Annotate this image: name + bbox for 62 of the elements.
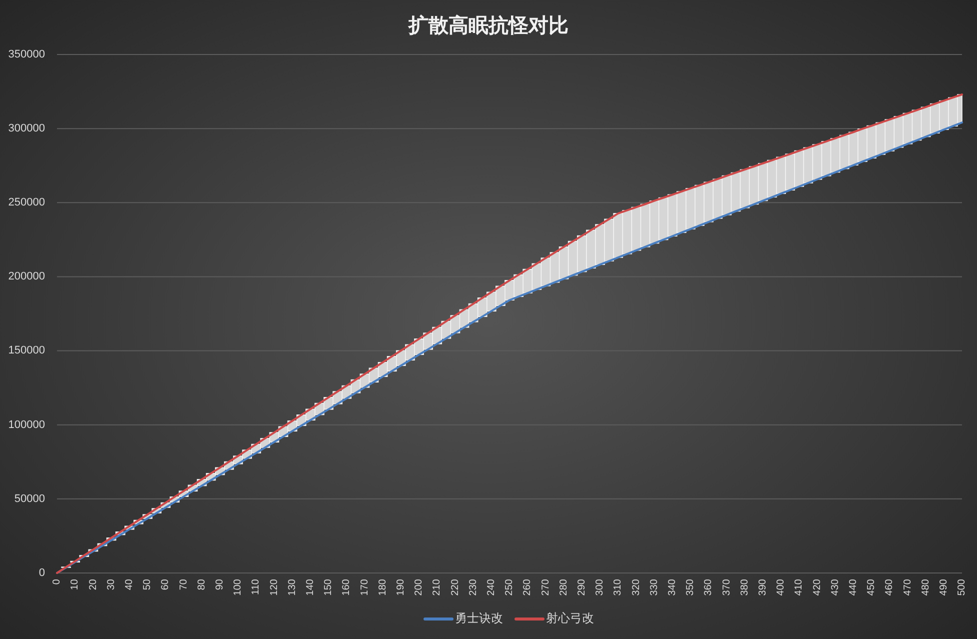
x-tick-label: 380 xyxy=(739,578,750,596)
x-tick-label: 440 xyxy=(848,578,860,596)
y-tick-label: 300000 xyxy=(8,122,45,134)
x-tick-label: 210 xyxy=(432,578,443,596)
x-tick-label: 450 xyxy=(866,578,878,596)
x-tick-label: 30 xyxy=(106,578,117,590)
legend-label: 勇士诀改 xyxy=(455,611,503,626)
x-tick-label: 160 xyxy=(341,578,352,596)
x-tick-label: 40 xyxy=(124,578,136,590)
x-tick-label: 340 xyxy=(667,578,678,596)
x-tick-label: 0 xyxy=(52,578,63,585)
x-tick-label: 410 xyxy=(794,578,805,596)
x-tick-label: 490 xyxy=(938,578,950,596)
x-tick-label: 420 xyxy=(812,578,823,596)
x-tick-label: 10 xyxy=(70,578,81,590)
legend-label: 射心弓改 xyxy=(546,611,594,626)
y-tick-label: 150000 xyxy=(8,344,45,357)
x-tick-label: 220 xyxy=(450,578,461,596)
x-tick-label: 270 xyxy=(540,578,552,596)
x-tick-label: 190 xyxy=(396,578,407,596)
x-tick-label: 350 xyxy=(685,578,696,596)
x-tick-label: 310 xyxy=(612,578,624,596)
x-tick-label: 60 xyxy=(160,578,172,590)
x-tick-label: 500 xyxy=(956,578,968,596)
x-tick-label: 280 xyxy=(558,578,570,596)
x-tick-label: 200 xyxy=(414,578,425,596)
x-tick-label: 110 xyxy=(250,578,262,595)
x-tick-label: 480 xyxy=(920,578,932,596)
x-tick-label: 130 xyxy=(286,578,298,596)
y-tick-label: 100000 xyxy=(8,418,45,431)
x-tick-label: 470 xyxy=(902,578,914,596)
chart-title: 扩散高眠抗怪对比 xyxy=(408,14,568,37)
x-tick-label: 300 xyxy=(594,578,606,596)
y-tick-label: 50000 xyxy=(14,492,45,505)
x-tick-label: 360 xyxy=(703,578,714,596)
x-tick-label: 90 xyxy=(214,578,226,590)
y-tick-label: 250000 xyxy=(8,196,45,209)
y-tick-label: 0 xyxy=(38,566,45,579)
x-tick-label: 290 xyxy=(576,578,588,596)
x-tick-label: 250 xyxy=(504,578,516,596)
x-tick-label: 180 xyxy=(377,578,388,596)
x-tick-label: 170 xyxy=(359,578,370,596)
y-tick-label: 200000 xyxy=(8,270,45,283)
y-tick-label: 350000 xyxy=(8,48,45,60)
x-tick-label: 260 xyxy=(522,578,534,596)
x-tick-label: 370 xyxy=(721,578,732,596)
x-tick-label: 390 xyxy=(758,578,769,596)
x-tick-label: 70 xyxy=(178,578,190,590)
x-tick-label: 150 xyxy=(323,578,334,596)
x-tick-label: 430 xyxy=(830,578,841,596)
x-tick-label: 230 xyxy=(468,578,479,596)
x-tick-label: 80 xyxy=(196,578,208,590)
x-tick-label: 100 xyxy=(232,578,244,596)
x-tick-label: 120 xyxy=(268,578,280,596)
x-tick-label: 50 xyxy=(142,578,154,590)
x-tick-label: 400 xyxy=(776,578,787,596)
x-tick-label: 460 xyxy=(884,578,896,596)
x-tick-label: 20 xyxy=(88,578,99,590)
x-tick-label: 320 xyxy=(630,578,642,596)
x-tick-label: 140 xyxy=(305,578,316,596)
x-tick-label: 330 xyxy=(648,578,660,596)
x-tick-label: 240 xyxy=(486,578,498,596)
